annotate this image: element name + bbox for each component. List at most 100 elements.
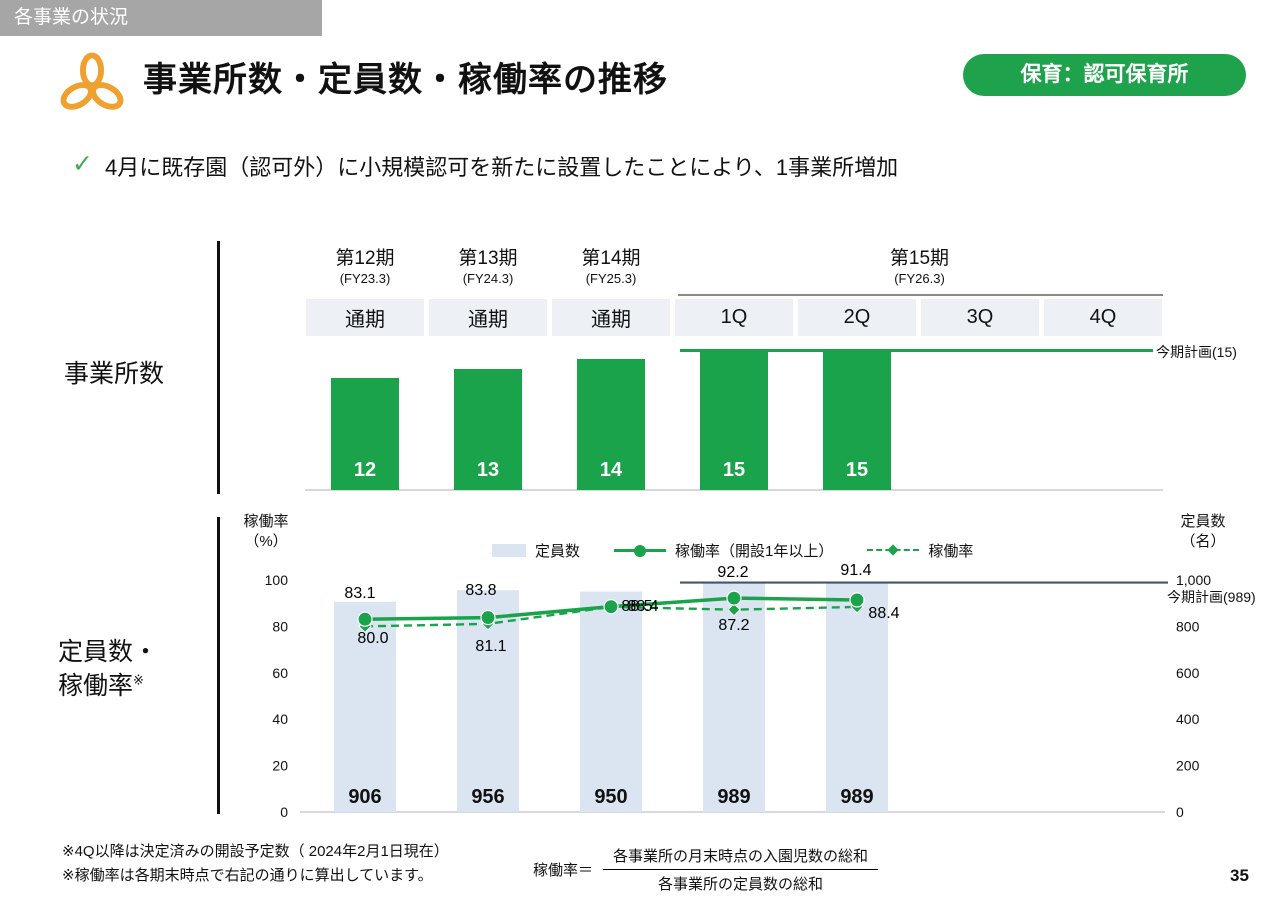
occupancy-dashed-line — [365, 607, 857, 626]
occupancy-1yr-line — [365, 598, 857, 619]
footnote-1: ※4Q以降は決定済みの開設予定数（ 2024年2月1日現在） — [62, 840, 449, 861]
occupancy-value: 81.1 — [475, 638, 506, 655]
capacity-value: 989 — [717, 786, 750, 808]
period-fy-label: (FY26.3) — [676, 271, 1163, 286]
period-header: 第13期(FY24.3) — [423, 243, 553, 286]
office-count-bar: 15 — [700, 350, 768, 490]
office-count-bar: 13 — [454, 369, 522, 490]
period-label: 第12期 — [300, 243, 430, 270]
occupancy-circle-marker — [850, 593, 864, 607]
right-axis-tick: 0 — [1176, 804, 1184, 820]
legend-bar-swatch-icon — [492, 544, 526, 557]
period-fy-label: (FY25.3) — [546, 271, 676, 286]
period-header: 第14期(FY25.3) — [546, 243, 676, 286]
capacity-label-line2: 稼働率 — [58, 672, 133, 700]
office-count-bar: 14 — [577, 359, 645, 490]
clover-logo-icon — [60, 50, 124, 112]
office-count-value: 15 — [823, 459, 891, 482]
occupancy-value: 88.4 — [627, 598, 658, 615]
column-header: 4Q — [1044, 299, 1162, 336]
occupancy-diamond-marker — [851, 601, 863, 613]
right-axis-tick: 1,000 — [1176, 572, 1211, 588]
column-header: 通期 — [306, 299, 424, 336]
column-header: 2Q — [798, 299, 916, 336]
formula-denominator: 各事業所の定員数の総和 — [603, 870, 878, 894]
capacity-bar — [457, 590, 519, 812]
occupancy-1yr-value: 83.8 — [465, 582, 496, 599]
key-message: ✓ 4月に既存園（認可外）に小規模認可を新たに設置したことにより、1事業所増加 — [72, 150, 898, 182]
column-header: 通期 — [429, 299, 547, 336]
office-count-bar: 12 — [331, 378, 399, 490]
period-label: 第15期 — [676, 243, 1163, 270]
key-message-text: 4月に既存園（認可外）に小規模認可を新たに設置したことにより、1事業所増加 — [105, 150, 898, 182]
occupancy-circle-marker — [481, 611, 495, 625]
legend-label-capacity: 定員数 — [535, 540, 580, 561]
occupancy-1yr-value: 91.4 — [840, 562, 871, 579]
section-label-capacity: 定員数・ 稼働率※ — [58, 636, 158, 704]
left-axis-tick: 60 — [272, 665, 288, 681]
period-label: 第13期 — [423, 243, 553, 270]
divider-offices — [217, 241, 220, 494]
occupancy-1yr-value: 83.1 — [344, 585, 375, 602]
occupancy-formula: 稼働率＝ 各事業所の月末時点の入園児数の総和 各事業所の定員数の総和 — [533, 845, 878, 894]
divider-capacity — [217, 517, 220, 814]
period-label: 第14期 — [546, 243, 676, 270]
column-header: 通期 — [552, 299, 670, 336]
formula-label: 稼働率＝ — [533, 859, 593, 880]
office-count-value: 14 — [577, 459, 645, 482]
column-header: 1Q — [675, 299, 793, 336]
left-axis-tick: 100 — [265, 572, 289, 588]
right-axis-tick: 600 — [1176, 665, 1200, 681]
left-axis-tick: 0 — [280, 804, 288, 820]
occupancy-circle-marker — [604, 600, 618, 614]
left-axis-tick: 80 — [272, 618, 288, 634]
period-fy-label: (FY24.3) — [423, 271, 553, 286]
period-fy-label: (FY23.3) — [300, 271, 430, 286]
section-tag: 各事業の状況 — [0, 0, 322, 36]
formula-fraction: 各事業所の月末時点の入園児数の総和 各事業所の定員数の総和 — [603, 845, 878, 894]
left-axis-unit: （%） — [234, 532, 298, 552]
capacity-plan-label: 今期計画(989) — [1167, 589, 1256, 605]
right-axis-tick: 200 — [1176, 758, 1200, 774]
office-count-bar: 15 — [823, 350, 891, 490]
capacity-bar — [334, 602, 396, 812]
office-count-value: 15 — [700, 459, 768, 482]
period-header: 第15期(FY26.3) — [676, 243, 1163, 286]
legend-label-occupancy: 稼働率 — [928, 540, 973, 561]
capacity-value: 906 — [348, 786, 381, 808]
page-title: 事業所数・定員数・稼働率の推移 — [143, 52, 668, 101]
capacity-value: 989 — [840, 786, 873, 808]
occupancy-value: 87.2 — [718, 617, 749, 634]
right-axis-tick: 400 — [1176, 711, 1200, 727]
legend-item-occupancy-1yr: 稼働率（開設1年以上） — [614, 540, 833, 561]
category-badge: 保育：認可保育所 — [963, 54, 1246, 96]
occupancy-circle-marker — [727, 591, 741, 605]
capacity-bar — [703, 583, 765, 812]
occupancy-circle-marker — [358, 612, 372, 626]
occupancy-value: 88.4 — [868, 605, 899, 622]
formula-numerator: 各事業所の月末時点の入園児数の総和 — [603, 845, 878, 870]
column-header: 3Q — [921, 299, 1039, 336]
right-axis-title: 定員数 （名） — [1168, 512, 1238, 553]
legend-solid-line-icon — [614, 544, 666, 558]
occupancy-diamond-marker — [605, 601, 617, 613]
capacity-value: 956 — [471, 786, 504, 808]
left-axis-tick: 20 — [272, 758, 288, 774]
footnote-2: ※稼働率は各期末時点で右記の通りに算出しています。 — [62, 864, 433, 885]
capacity-label-line1: 定員数・ — [58, 638, 158, 666]
right-axis-title-text: 定員数 — [1168, 512, 1238, 532]
legend-item-occupancy: 稼働率 — [867, 540, 973, 561]
capacity-bar — [580, 592, 642, 812]
occupancy-1yr-value: 88.5 — [621, 598, 652, 615]
left-axis-tick: 40 — [272, 711, 288, 727]
occupancy-value: 80.0 — [357, 630, 388, 647]
check-icon: ✓ — [72, 152, 93, 177]
occupancy-diamond-marker — [482, 618, 494, 630]
right-axis-unit: （名） — [1168, 532, 1238, 552]
fy15-underline — [678, 294, 1163, 296]
offices-plan-label: 今期計画(15) — [1156, 342, 1237, 362]
left-axis-title: 稼働率 （%） — [234, 512, 298, 553]
office-count-value: 12 — [331, 459, 399, 482]
occupancy-1yr-value: 92.2 — [717, 564, 748, 581]
occupancy-diamond-marker — [728, 604, 740, 616]
